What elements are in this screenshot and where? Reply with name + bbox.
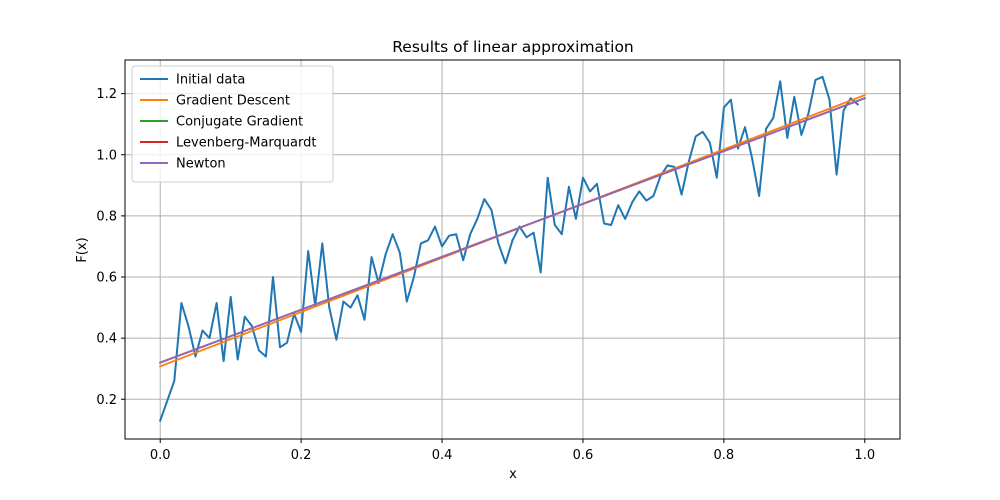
y-tick-label: 0.2 (96, 393, 117, 408)
x-tick-label: 1.0 (854, 448, 875, 463)
x-tick-label: 0.0 (150, 448, 171, 463)
x-tick-label: 0.6 (573, 448, 594, 463)
x-tick-label: 0.2 (291, 448, 312, 463)
grid (125, 60, 900, 439)
series-line-newton (159, 97, 866, 364)
legend-label: Levenberg-Marquardt (176, 136, 316, 151)
legend: Initial data Gradient Descent Conjugate Gr… (131, 65, 334, 183)
plot-frame (124, 59, 901, 440)
series-layer (158, 75, 866, 422)
legend-label: Newton (176, 157, 226, 172)
legend-label: Conjugate Gradient (176, 115, 303, 130)
chart-title: Results of linear approximation (392, 38, 634, 56)
y-tick-label: 0.4 (96, 332, 117, 347)
legend-label: Gradient Descent (176, 94, 290, 109)
x-tick-label: 0.8 (714, 448, 735, 463)
series-line-initial-data (158, 75, 860, 422)
ticks: 0.0 0.2 0.4 0.6 0.8 1.0 0.2 0.4 0.6 0.8 1.0 1.2 (96, 87, 875, 463)
y-tick-label: 0.8 (96, 209, 117, 224)
legend-box (131, 65, 334, 183)
y-axis-label: F(x) (75, 237, 90, 262)
y-tick-label: 1.0 (96, 148, 117, 163)
x-axis-label: x (509, 467, 517, 482)
x-tick-label: 0.4 (432, 448, 453, 463)
y-tick-label: 0.6 (96, 271, 117, 286)
legend-label: Initial data (176, 73, 245, 88)
y-tick-label: 1.2 (96, 87, 117, 102)
